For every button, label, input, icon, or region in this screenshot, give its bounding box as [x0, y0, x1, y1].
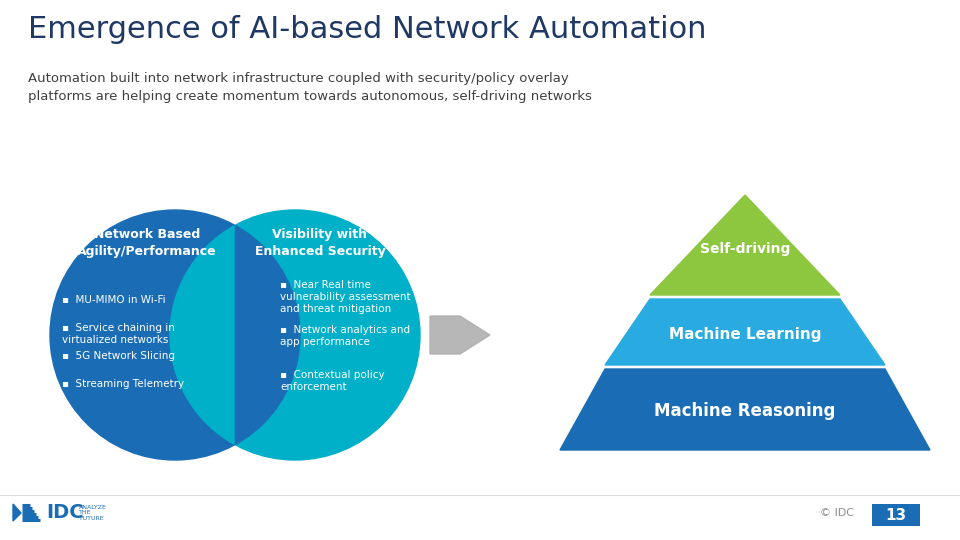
Circle shape	[170, 210, 420, 460]
Text: Automation built into network infrastructure coupled with security/policy overla: Automation built into network infrastruc…	[28, 72, 592, 103]
Text: 13: 13	[885, 508, 906, 523]
Text: Machine Learning: Machine Learning	[669, 327, 821, 341]
Text: IDC: IDC	[46, 503, 84, 523]
Text: ▪  Contextual policy
enforcement: ▪ Contextual policy enforcement	[280, 370, 385, 392]
Text: Self-driving: Self-driving	[700, 242, 790, 256]
Text: Network Based
Agility/Performance: Network Based Agility/Performance	[77, 228, 217, 258]
Text: Visibility with
Enhanced Security: Visibility with Enhanced Security	[254, 228, 385, 258]
Polygon shape	[605, 299, 885, 365]
Text: Machine Reasoning: Machine Reasoning	[655, 402, 836, 421]
Text: ▪  Near Real time
vulnerability assessment
and threat mitigation: ▪ Near Real time vulnerability assessmen…	[280, 280, 411, 314]
Text: ▪  Network analytics and
app performance: ▪ Network analytics and app performance	[280, 325, 410, 347]
Text: © IDC: © IDC	[820, 508, 854, 518]
Polygon shape	[560, 369, 930, 450]
Polygon shape	[650, 195, 840, 295]
Polygon shape	[13, 504, 21, 521]
Polygon shape	[170, 226, 234, 444]
Text: ANALYZE
THE
FUTURE: ANALYZE THE FUTURE	[79, 505, 107, 521]
FancyBboxPatch shape	[872, 504, 920, 526]
Text: ▪  5G Network Slicing: ▪ 5G Network Slicing	[62, 351, 175, 361]
Circle shape	[50, 210, 300, 460]
Text: ▪  MU-MIMO in Wi-Fi: ▪ MU-MIMO in Wi-Fi	[62, 295, 166, 305]
Polygon shape	[430, 316, 490, 354]
Text: ▪  Service chaining in
virtualized networks: ▪ Service chaining in virtualized networ…	[62, 323, 175, 345]
Text: Emergence of AI-based Network Automation: Emergence of AI-based Network Automation	[28, 15, 707, 44]
Text: ▪  Streaming Telemetry: ▪ Streaming Telemetry	[62, 379, 184, 389]
